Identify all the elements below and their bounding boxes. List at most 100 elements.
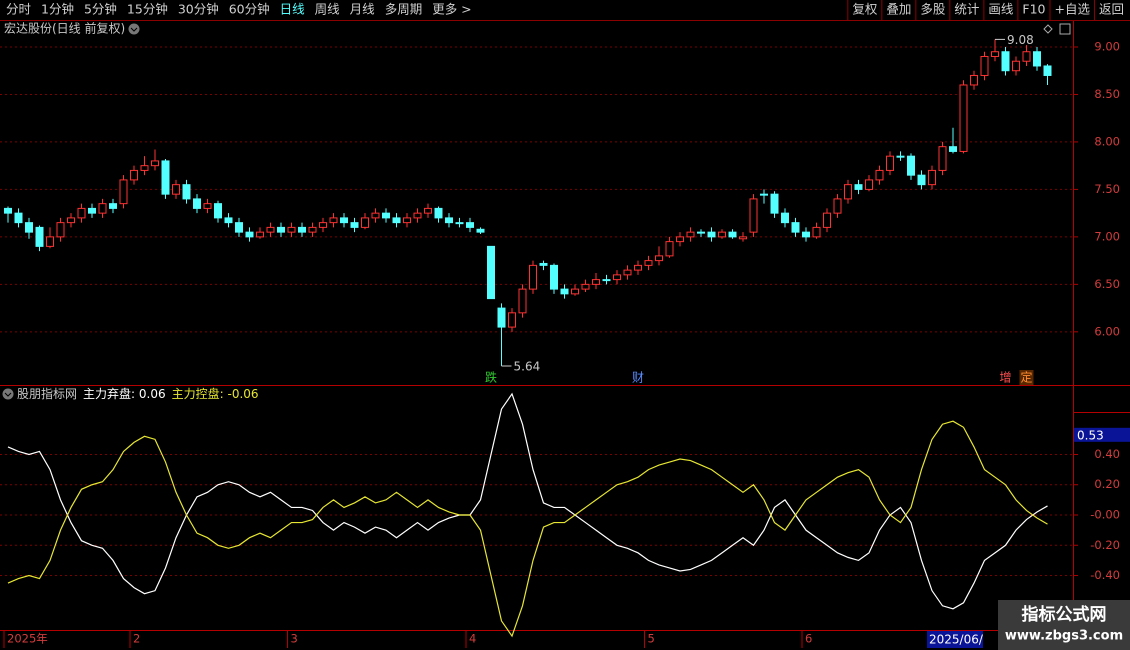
candle-body [791,222,800,233]
y-tick-label: 8.50 [1094,87,1120,101]
candle-body [151,160,159,167]
candle-body [329,217,338,224]
y-tick-label: 6.00 [1094,324,1120,338]
toolbar-button[interactable]: 叠加 [886,2,911,17]
candle-body [35,226,44,247]
title-menu-arrow [130,27,138,32]
candle-body [1001,51,1010,72]
toolbar-button[interactable]: +自选 [1055,2,1091,17]
candle-body [760,193,768,196]
candle-body [277,226,285,233]
event-marker-bg [1019,370,1034,385]
candle-body [371,212,380,219]
high-annotation: 9.08 [1007,33,1034,47]
candle-body [182,184,191,200]
y-tick-label: -0.40 [1090,568,1120,582]
candle-body [529,264,537,290]
candle-body [77,207,86,219]
candle-body [445,217,453,224]
toolbar-button[interactable]: 复权 [852,2,878,17]
candle-body [130,169,138,181]
toolbar-tab[interactable]: 月线 [350,2,376,17]
toolbar-tab[interactable]: 1分钟 [41,2,74,17]
candle-body [298,226,306,233]
candle-body [886,155,894,171]
y-tick-label: 0.40 [1094,447,1120,461]
candle-body [1012,60,1020,72]
candle-body [602,279,611,282]
candle-body [424,207,432,214]
indicator-menu-icon[interactable] [2,388,14,400]
toolbar-tab[interactable]: 30分钟 [178,2,219,17]
cursor-value-bg [1074,427,1130,442]
toolbar-tab[interactable]: 5分钟 [84,2,117,17]
indicator-line [7,392,1048,610]
candle-body [434,207,443,219]
candle-body [466,222,474,228]
candle-body [46,236,54,247]
candle-body [350,222,359,228]
cursor-value: 0.53 [1077,428,1104,442]
candle-body [193,198,201,209]
toolbar-button[interactable]: 多股 [920,2,946,17]
candle-body [382,212,390,219]
candle-body [340,217,348,224]
x-tick-label: 3 [291,632,298,646]
toolbar-button[interactable]: 返回 [1099,2,1124,17]
toolbar-button[interactable]: F10 [1022,2,1045,17]
candle-body [413,212,422,219]
candle-body [224,217,233,224]
candle-body [802,231,810,238]
cursor-date-bg [927,631,983,648]
candle-body [214,203,222,219]
indicator-header: 股朋指标网 主力弃盘: 0.06 主力控盘: -0.06 [17,386,259,401]
candle-body [949,146,957,152]
candle-body [686,231,695,238]
x-tick-label: 2025年 [7,632,48,646]
toolbar-tab[interactable]: 周线 [315,2,341,17]
toolbar-tab[interactable]: 多周期 [385,2,423,17]
candle-body [571,288,579,295]
candle-body [1043,65,1052,76]
title-menu-icon[interactable] [128,23,140,35]
candle-body [823,212,831,228]
watermark-url: www.zbgs3.com [1005,629,1123,644]
toolbar-button[interactable]: 统计 [954,2,979,17]
watermark-title: 指标公式网 [1022,604,1107,625]
legend-sep: : [220,387,228,401]
event-marker[interactable]: 定 [1020,370,1032,385]
candle-body [308,226,317,233]
panel-icon[interactable] [1059,23,1071,35]
candle-body [917,174,926,186]
legend-name: 主力弃盘 [83,386,131,401]
candle-body [781,212,789,224]
candle-body [907,155,915,176]
low-annotation: 5.64 [514,360,541,374]
event-marker[interactable]: 财 [632,371,644,385]
candle-body [644,260,653,266]
candle-body [1022,51,1031,62]
x-tick-label: 6 [805,632,812,646]
toolbar-tab[interactable]: 日线 [280,2,306,17]
toolbar-tab[interactable]: 分时 [6,2,32,17]
y-tick-label: 7.00 [1094,229,1120,243]
candle-body [245,231,254,238]
legend-value: 0.06 [139,387,166,401]
candle-body [980,55,989,76]
chart-title: 宏达股份(日线 前复权) [4,21,125,36]
candle-body [109,203,117,209]
toolbar-tab[interactable]: 15分钟 [127,2,168,17]
indicator-menu-arrow [4,392,12,397]
diamond-icon[interactable] [1043,24,1053,34]
candle-body [256,231,264,238]
candle-body [550,264,558,290]
event-marker[interactable]: 增 [999,371,1011,385]
event-marker[interactable]: 跌 [485,370,497,385]
candle-body [970,74,978,86]
candle-body [938,146,947,171]
toolbar-tab[interactable]: 更多 > [432,2,471,17]
toolbar-tab[interactable]: 60分钟 [229,2,270,17]
toolbar-button[interactable]: 画线 [988,2,1014,17]
